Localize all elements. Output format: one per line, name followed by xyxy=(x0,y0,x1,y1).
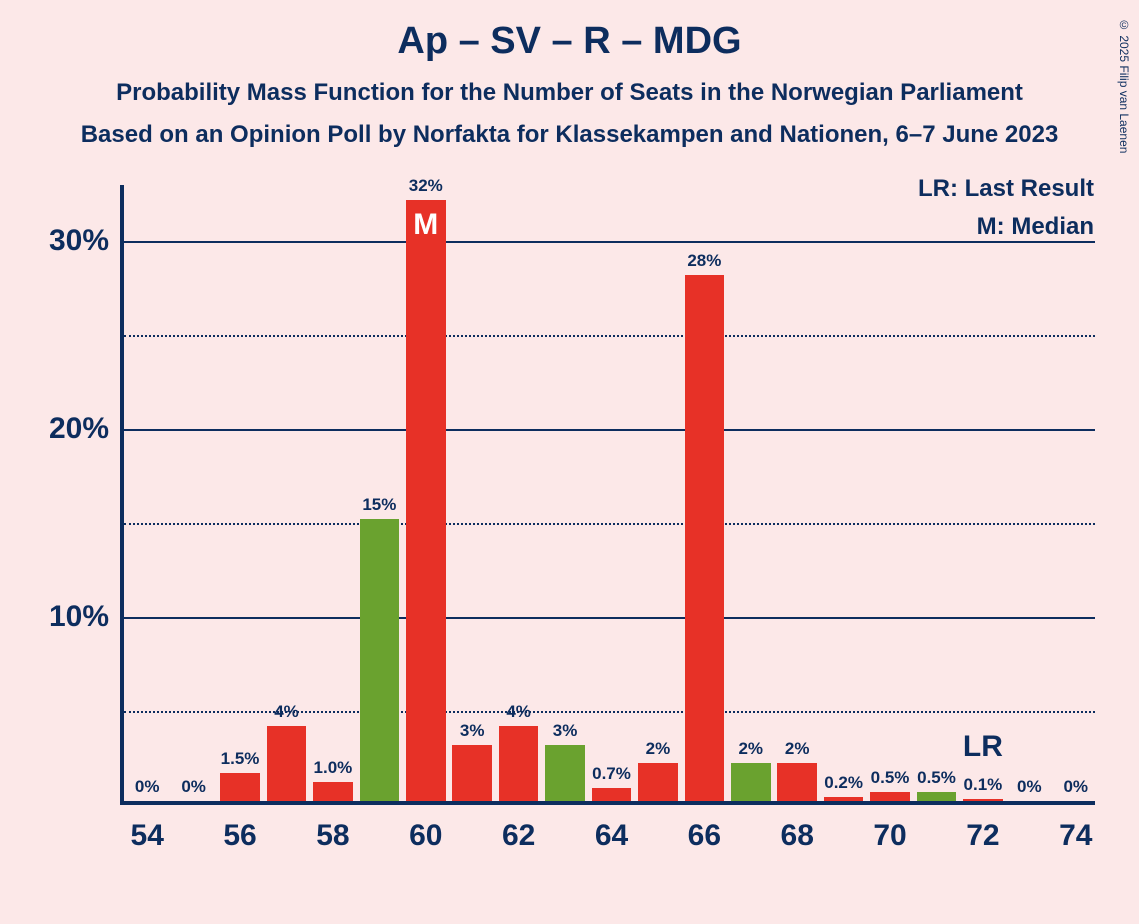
y-axis-label: 20% xyxy=(29,412,109,446)
bar-64: 0.7% xyxy=(592,788,631,801)
x-axis-label: 54 xyxy=(131,819,164,853)
y-axis-label: 10% xyxy=(29,600,109,634)
x-axis-label: 74 xyxy=(1059,819,1092,853)
y-axis-label: 30% xyxy=(29,224,109,258)
x-axis-label: 62 xyxy=(502,819,535,853)
bar-61: 3% xyxy=(452,745,491,801)
last-result-marker: LR xyxy=(963,730,1003,764)
gridline-minor xyxy=(124,523,1095,525)
bar-label: 28% xyxy=(654,251,754,271)
bar-59: 15% xyxy=(360,519,399,801)
x-axis-label: 68 xyxy=(781,819,814,853)
bar-65: 2% xyxy=(638,763,677,801)
bar-67: 2% xyxy=(731,763,770,801)
bar-label: 2% xyxy=(747,739,847,759)
gridline-minor xyxy=(124,335,1095,337)
chart-title: Ap – SV – R – MDG xyxy=(0,0,1139,63)
bar-60: 32%M xyxy=(406,200,445,801)
x-axis-label: 56 xyxy=(223,819,256,853)
x-axis-label: 60 xyxy=(409,819,442,853)
chart-subtitle-1: Probability Mass Function for the Number… xyxy=(0,79,1139,107)
bar-label: 4% xyxy=(469,702,569,722)
chart-subtitle-2: Based on an Opinion Poll by Norfakta for… xyxy=(0,121,1139,149)
chart-container: Ap – SV – R – MDG Probability Mass Funct… xyxy=(0,0,1139,924)
gridline-major xyxy=(124,429,1095,431)
x-axis-label: 72 xyxy=(966,819,999,853)
bar-label: 0% xyxy=(1026,777,1126,797)
x-axis-label: 58 xyxy=(316,819,349,853)
bar-label: 3% xyxy=(515,721,615,741)
bar-label: 32% xyxy=(376,176,476,196)
copyright-text: © 2025 Filip van Laenen xyxy=(1117,18,1131,153)
bar-58: 1.0% xyxy=(313,782,352,801)
bar-70: 0.5% xyxy=(870,792,909,801)
plot-area: 10%20%30%0%0%1.5%4%1.0%15%32%M3%4%3%0.7%… xyxy=(120,185,1095,805)
bar-label: 4% xyxy=(236,702,336,722)
bar-69: 0.2% xyxy=(824,797,863,801)
x-axis-label: 64 xyxy=(595,819,628,853)
median-marker: M xyxy=(406,208,445,242)
x-axis-label: 66 xyxy=(688,819,721,853)
gridline-major xyxy=(124,617,1095,619)
x-axis-label: 70 xyxy=(873,819,906,853)
bar-56: 1.5% xyxy=(220,773,259,801)
bar-72: 0.1% xyxy=(963,799,1002,801)
gridline-major xyxy=(124,241,1095,243)
bar-66: 28% xyxy=(685,275,724,801)
